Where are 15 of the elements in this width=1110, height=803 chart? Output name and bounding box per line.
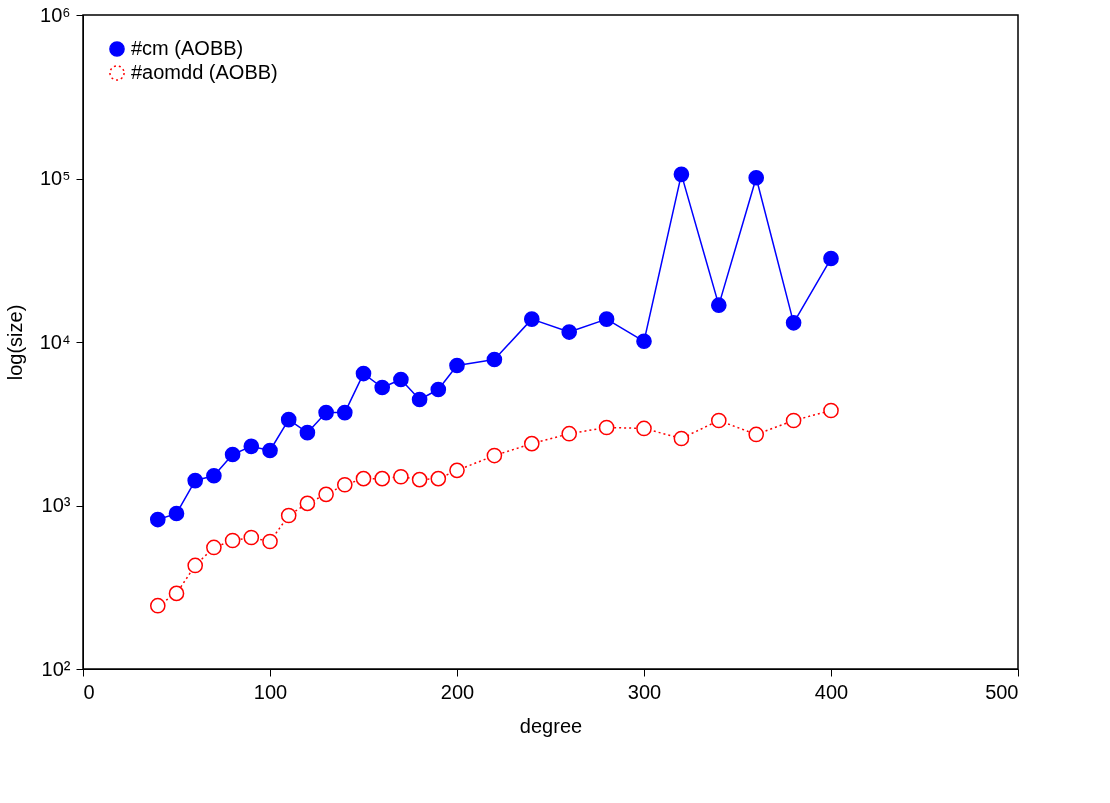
x-tick-label: 100 <box>253 680 288 703</box>
y-tick-label: 10² <box>41 657 71 680</box>
x-tick-label: 300 <box>627 680 662 703</box>
x-axis-title: degree <box>519 714 583 737</box>
y-tick-label: 10⁴ <box>39 330 71 353</box>
y-tick-label: 10⁶ <box>40 3 71 26</box>
x-tick-label: 500 <box>985 680 1019 703</box>
x-tick-label: 200 <box>440 680 475 703</box>
x-tick-label: 400 <box>814 680 849 703</box>
legend-label: #cm (AOBB) <box>131 37 244 59</box>
y-tick-label: 10⁵ <box>39 167 71 189</box>
y-axis-title: log(size) <box>3 304 26 381</box>
legend-label: #aomdd (AOBB) <box>131 61 278 83</box>
x-tick-label: 0 <box>83 680 95 703</box>
y-tick-label: 10³ <box>41 494 71 516</box>
